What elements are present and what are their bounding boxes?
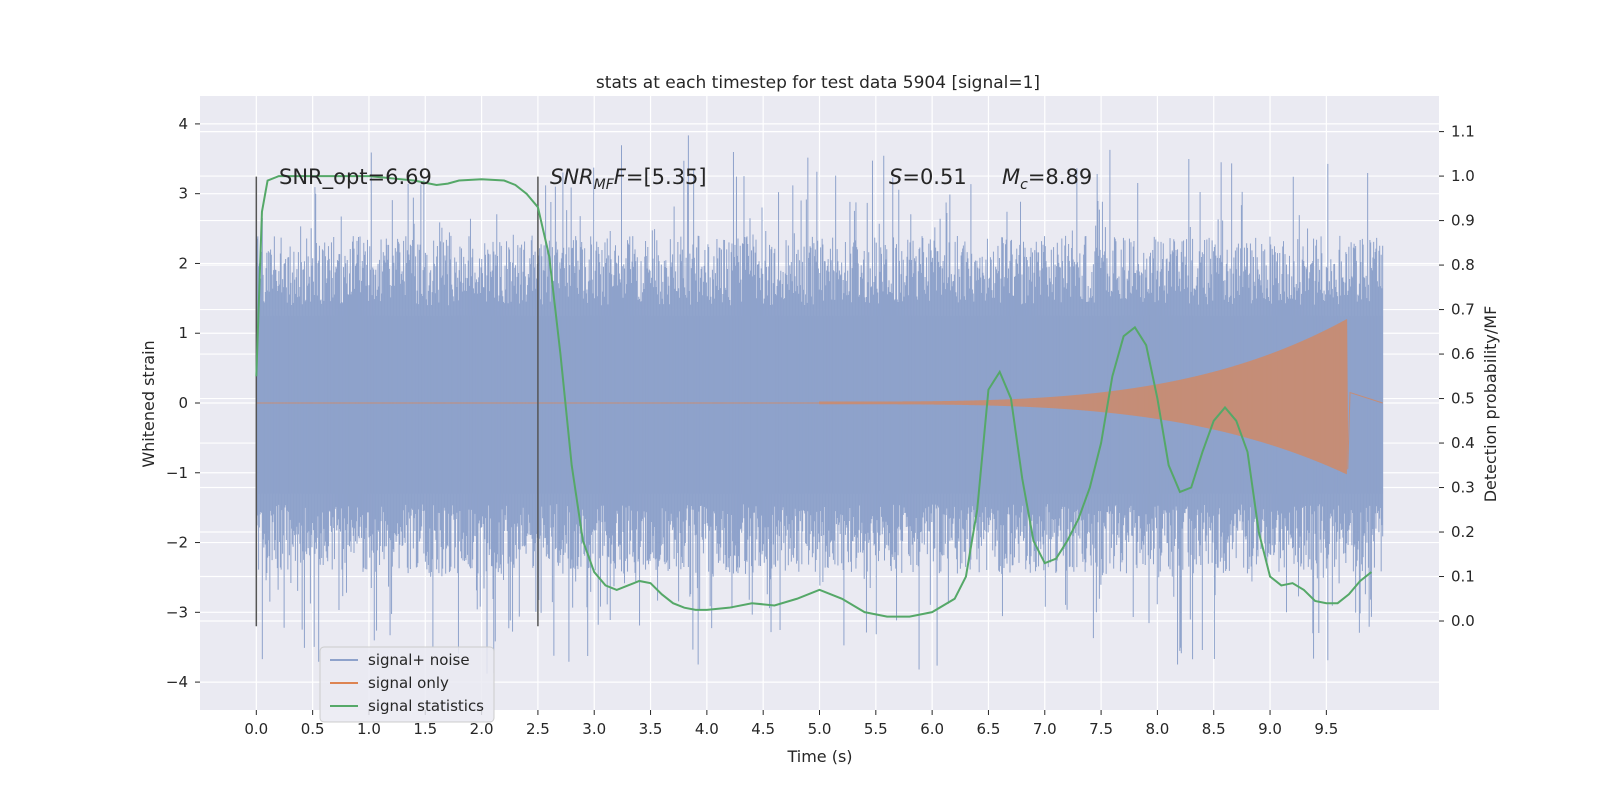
snr-mf-sub: MF xyxy=(594,177,615,193)
right-y-tick-label: 1.1 xyxy=(1451,123,1475,141)
y-axis-ticks: 4 3 2 1 0 −1 −2 −3 −4 xyxy=(166,115,200,691)
chart-title: stats at each timestep for test data 590… xyxy=(596,73,1040,93)
vertical-markers xyxy=(255,176,539,627)
y-tick-label: −3 xyxy=(166,603,188,621)
x-tick-label: 0.5 xyxy=(301,720,325,738)
x-tick-label: 9.0 xyxy=(1258,720,1282,738)
right-y-tick-label: 0.8 xyxy=(1451,256,1475,274)
s-main: S xyxy=(889,165,902,189)
legend: signal+ noise signal only signal statist… xyxy=(319,646,495,723)
right-y-axis-ticks: 1.1 1.0 0.9 0.8 0.7 0.6 0.5 0.4 0.3 0.2 0.1 0.0 xyxy=(1439,123,1475,630)
right-y-tick-label: 0.5 xyxy=(1451,390,1475,408)
annotation-snr-opt: SNR_opt=6.69 xyxy=(279,165,432,190)
legend-label-signal-noise: signal+ noise xyxy=(368,651,470,669)
x-axis-title: Time (s) xyxy=(786,747,852,766)
s-value: =0.51 xyxy=(902,165,966,189)
y-tick-label: 0 xyxy=(178,394,188,412)
x-tick-label: 3.5 xyxy=(639,720,663,738)
right-y-tick-label: 0.4 xyxy=(1451,434,1475,452)
right-y-tick-label: 0.2 xyxy=(1451,523,1475,541)
snr-mf-main: SNR xyxy=(550,165,594,189)
mc-main: M xyxy=(1002,165,1020,189)
x-tick-label: 3.0 xyxy=(582,720,606,738)
right-y-tick-label: 1.0 xyxy=(1451,167,1475,185)
legend-label-signal-statistics: signal statistics xyxy=(368,697,484,715)
right-y-tick-label: 0.3 xyxy=(1451,479,1475,497)
x-tick-label: 7.5 xyxy=(1089,720,1113,738)
x-tick-label: 0.0 xyxy=(244,720,268,738)
x-tick-label: 4.0 xyxy=(695,720,719,738)
snr-mf-f: F xyxy=(614,165,627,189)
snr-mf-value: =[5.35] xyxy=(626,165,707,189)
mc-sub: c xyxy=(1020,177,1028,193)
x-tick-label: 7.0 xyxy=(1033,720,1057,738)
y-tick-label: −4 xyxy=(166,673,188,691)
right-y-axis-title: Detection probability/MF xyxy=(1481,306,1500,503)
x-tick-label: 1.0 xyxy=(357,720,381,738)
y-tick-label: −1 xyxy=(166,464,188,482)
y-axis-title: Whitened strain xyxy=(139,340,158,467)
y-tick-label: 4 xyxy=(178,115,188,133)
right-y-tick-label: 0.7 xyxy=(1451,301,1475,319)
x-tick-label: 4.5 xyxy=(751,720,775,738)
x-tick-label: 8.0 xyxy=(1145,720,1169,738)
y-tick-label: 2 xyxy=(178,254,188,272)
legend-label-signal-only: signal only xyxy=(368,674,449,692)
x-tick-label: 9.5 xyxy=(1314,720,1338,738)
x-tick-label: 8.5 xyxy=(1202,720,1226,738)
x-tick-label: 5.0 xyxy=(808,720,832,738)
y-tick-label: −2 xyxy=(166,534,188,552)
x-tick-label: 1.5 xyxy=(413,720,437,738)
x-tick-label: 2.0 xyxy=(470,720,494,738)
mc-label: Mc=8.89 xyxy=(1002,165,1092,193)
x-axis-ticks: 0.0 0.5 1.0 1.5 2.0 2.5 3.0 3.5 4.0 4.5 5.0 5.5 6.0 6… xyxy=(244,710,1338,738)
x-tick-label: 2.5 xyxy=(526,720,550,738)
s-label: S=0.51 xyxy=(889,165,967,189)
right-y-tick-label: 0.9 xyxy=(1451,212,1475,230)
y-tick-label: 3 xyxy=(178,185,188,203)
right-y-tick-label: 0.0 xyxy=(1451,612,1475,630)
y-tick-label: 1 xyxy=(178,324,188,342)
signal-statistics-series xyxy=(255,175,1373,618)
mc-value: =8.89 xyxy=(1028,165,1092,189)
snr-opt-label: SNR_opt=6.69 xyxy=(279,165,432,190)
right-y-tick-label: 0.6 xyxy=(1451,345,1475,363)
x-tick-label: 6.5 xyxy=(977,720,1001,738)
snr-mf-label: SNRMFF=[5.35] xyxy=(550,165,707,193)
legend-box xyxy=(319,646,495,723)
x-tick-label: 6.0 xyxy=(920,720,944,738)
signal-only-series xyxy=(256,319,1383,475)
right-y-tick-label: 0.1 xyxy=(1451,568,1475,586)
x-tick-label: 5.5 xyxy=(864,720,888,738)
